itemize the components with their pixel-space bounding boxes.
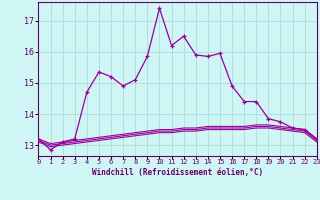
X-axis label: Windchill (Refroidissement éolien,°C): Windchill (Refroidissement éolien,°C) (92, 168, 263, 177)
